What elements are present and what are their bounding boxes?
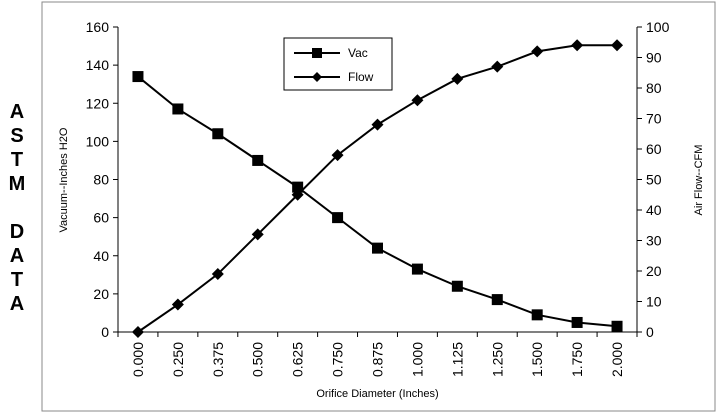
side-label-letter: A bbox=[9, 245, 25, 267]
y-tick-right-label: 90 bbox=[646, 50, 662, 66]
series-point-flow bbox=[211, 268, 224, 281]
x-tick-label: 1.250 bbox=[489, 342, 505, 377]
series-point-vac bbox=[372, 242, 383, 254]
legend-box bbox=[283, 37, 393, 91]
y-tick-left-label: 100 bbox=[86, 133, 110, 149]
side-label-letter: A bbox=[9, 101, 25, 123]
y-axis-title-left: Vacuum--Inches H2O bbox=[58, 127, 70, 232]
y-tick-left-label: 120 bbox=[86, 95, 110, 111]
series-group bbox=[131, 39, 624, 338]
series-point-flow bbox=[611, 39, 624, 52]
x-tick-label: 0.875 bbox=[370, 342, 386, 377]
y-tick-left-label: 0 bbox=[101, 324, 109, 340]
legend-label: Vac bbox=[348, 46, 368, 60]
legend-label: Flow bbox=[348, 70, 374, 84]
x-tick-label: 1.125 bbox=[449, 342, 465, 377]
y-tick-right-label: 70 bbox=[646, 111, 662, 127]
series-point-flow bbox=[411, 94, 424, 107]
series-point-flow bbox=[531, 45, 544, 58]
series-point-vac bbox=[451, 280, 463, 292]
y-tick-right-label: 100 bbox=[646, 19, 670, 35]
x-tick-label: 2.000 bbox=[609, 342, 625, 377]
y-tick-left-label: 20 bbox=[93, 286, 109, 302]
legend-marker bbox=[312, 72, 322, 82]
series-point-flow bbox=[371, 118, 384, 131]
series-point-flow bbox=[451, 72, 464, 85]
axes: 0 20 40 60 80 100 120 140 160 0 10 20 30 40 50 60 70 80 90… bbox=[86, 19, 670, 377]
y-tick-right-label: 60 bbox=[646, 141, 662, 157]
y-tick-left-label: 140 bbox=[86, 57, 110, 73]
x-tick-label: 0.500 bbox=[250, 342, 266, 377]
series-point-vac bbox=[571, 316, 583, 328]
series-point-vac bbox=[611, 320, 623, 332]
series-point-vac bbox=[212, 128, 224, 140]
x-tick-label: 0.750 bbox=[330, 342, 346, 377]
side-label-letter: A bbox=[9, 293, 25, 315]
x-tick-label: 0.375 bbox=[210, 342, 226, 377]
y-tick-right-label: 0 bbox=[646, 324, 654, 340]
series-point-flow bbox=[571, 39, 584, 52]
side-label-letter: T bbox=[10, 149, 24, 171]
y-axis-title-right: Air Flow--CFM bbox=[693, 145, 705, 216]
series-point-flow bbox=[331, 149, 344, 162]
y-tick-right-label: 20 bbox=[646, 263, 662, 279]
y-tick-left-label: 160 bbox=[86, 19, 110, 35]
y-tick-right-label: 80 bbox=[646, 80, 662, 96]
x-tick-label: 1.000 bbox=[409, 342, 425, 377]
side-label-letter: S bbox=[10, 125, 24, 147]
y-tick-left-label: 80 bbox=[93, 172, 109, 188]
series-point-vac bbox=[252, 154, 264, 166]
series-point-vac bbox=[491, 294, 503, 306]
x-tick-label: 0.625 bbox=[290, 342, 306, 377]
x-tick-label: 0.000 bbox=[130, 342, 146, 377]
x-tick-label: 1.750 bbox=[569, 342, 585, 377]
side-label-letter: D bbox=[9, 221, 25, 243]
legend: Vac Flow bbox=[283, 37, 393, 91]
y-tick-right-label: 50 bbox=[646, 172, 662, 188]
x-tick-label: 1.500 bbox=[529, 342, 545, 377]
series-point-vac bbox=[531, 309, 543, 321]
y-tick-left-label: 40 bbox=[93, 248, 109, 264]
x-axis-title: Orifice Diameter (Inches) bbox=[316, 388, 438, 400]
legend-marker bbox=[312, 48, 322, 58]
y-tick-right-label: 30 bbox=[646, 233, 662, 249]
series-line-vac bbox=[137, 75, 618, 328]
x-tick-label: 0.250 bbox=[170, 342, 186, 377]
series-point-flow bbox=[171, 298, 184, 311]
chart-frame bbox=[41, 1, 716, 412]
y-tick-left-label: 60 bbox=[93, 210, 109, 226]
series-point-vac bbox=[411, 263, 423, 275]
series-point-flow bbox=[131, 326, 144, 338]
y-tick-right-label: 40 bbox=[646, 202, 662, 218]
series-point-vac bbox=[172, 103, 184, 115]
side-label-letter: T bbox=[10, 269, 24, 291]
side-label-letter: M bbox=[8, 173, 26, 195]
series-point-flow bbox=[251, 228, 264, 241]
series-point-vac bbox=[132, 71, 144, 83]
series-point-vac bbox=[332, 212, 344, 224]
series-point-vac bbox=[292, 181, 304, 193]
series-point-flow bbox=[491, 60, 504, 73]
y-tick-right-label: 10 bbox=[646, 294, 662, 310]
series-point-flow bbox=[291, 188, 304, 201]
